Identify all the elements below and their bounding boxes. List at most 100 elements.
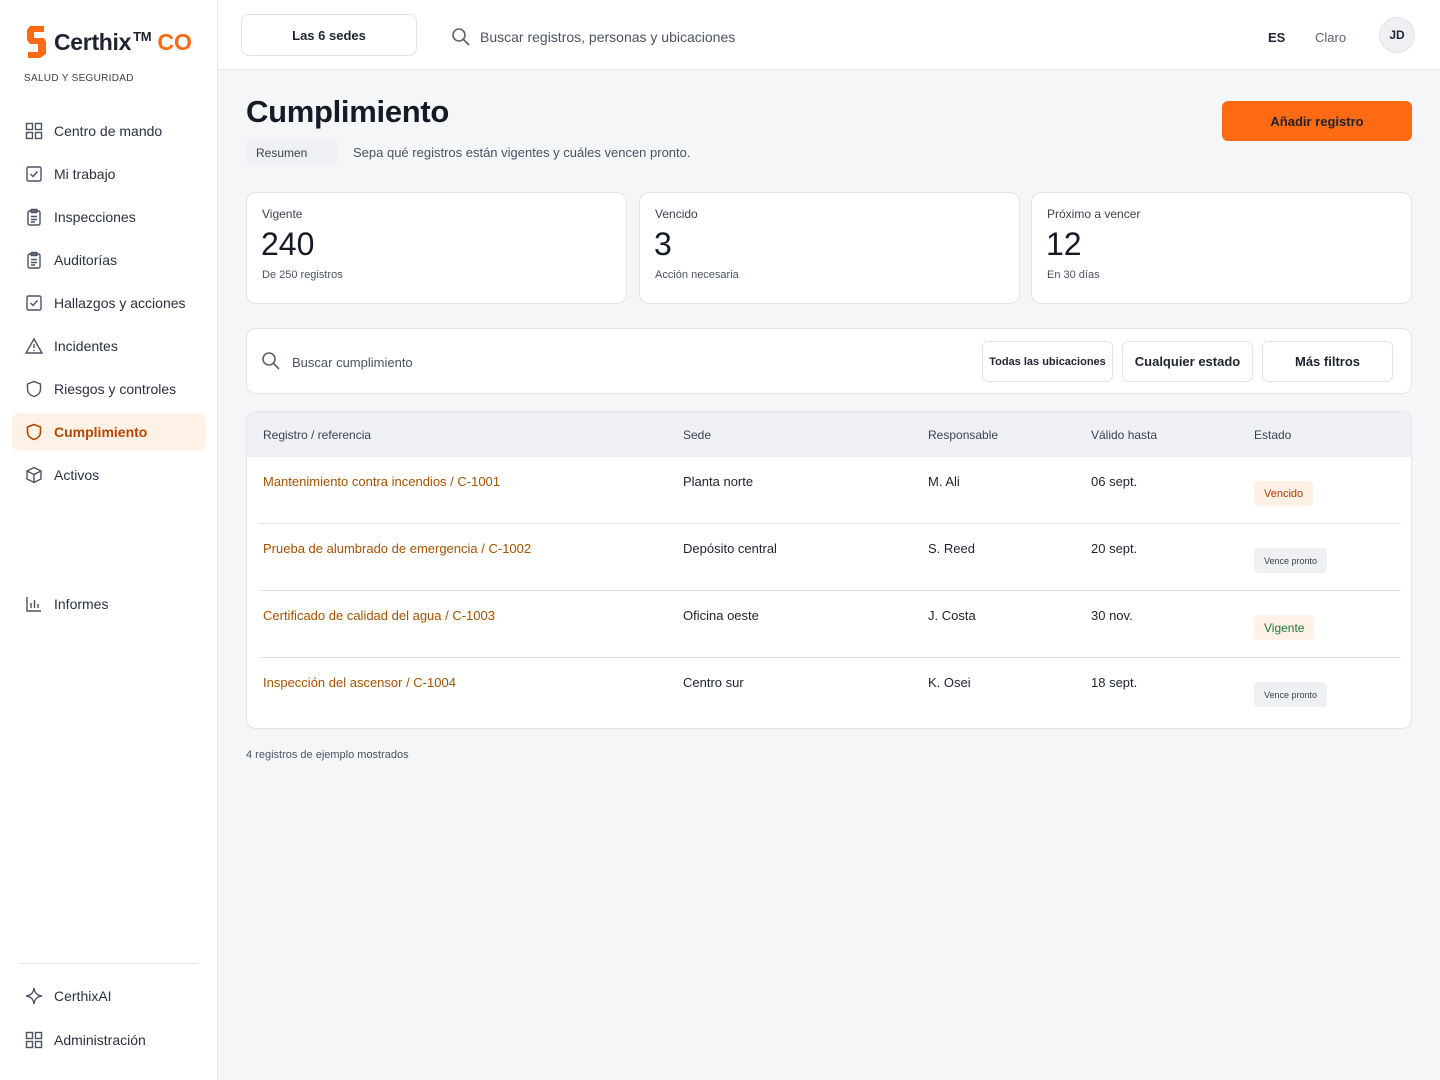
grid-icon [24, 1030, 44, 1050]
sidebar-item-mi-trabajo[interactable]: Mi trabajo [12, 155, 206, 193]
add-record-button[interactable]: Añadir registro [1222, 101, 1412, 141]
shield-icon [24, 379, 44, 399]
status-badge: Vence pronto [1254, 548, 1328, 573]
valid-until-cell: 06 sept. [1091, 474, 1138, 489]
sidebar-item-label: Riesgos y controles [54, 381, 177, 397]
stat-label: Vencido [655, 207, 698, 221]
site-selector-button[interactable]: Las 6 sedes [241, 14, 417, 56]
table-row[interactable]: Certificado de calidad del agua / C-1003… [247, 591, 1411, 658]
checkbox-icon [24, 293, 44, 313]
search-icon [451, 27, 471, 47]
shield-icon [24, 422, 44, 442]
sidebar-item-label: Informes [54, 596, 109, 612]
tab-resumen[interactable]: Resumen [246, 140, 338, 165]
brand-name: Certhix TM [54, 28, 152, 55]
table-row[interactable]: Prueba de alumbrado de emergencia / C-10… [247, 524, 1411, 591]
sidebar-item-inspecciones[interactable]: Inspecciones [12, 198, 206, 236]
search-icon [261, 351, 281, 371]
stat-label: Próximo a vencer [1047, 207, 1141, 221]
theme-toggle[interactable]: Claro [1315, 30, 1347, 45]
record-reference-link[interactable]: Prueba de alumbrado de emergencia / C-10… [263, 541, 532, 556]
sidebar-item-certhixai[interactable]: CerthixAI [12, 977, 206, 1015]
stat-value: 3 [654, 226, 672, 262]
sidebar-item-cumplimiento[interactable]: Cumplimiento [12, 413, 206, 451]
status-badge: Vigente [1254, 615, 1315, 640]
sidebar-item-label: Cumplimiento [54, 424, 148, 440]
locations-filter-button[interactable]: Todas las ubicaciones [982, 341, 1113, 382]
owner-cell: S. Reed [928, 541, 975, 556]
status-badge: Vencido [1254, 481, 1314, 506]
page-title: Cumplimiento [246, 94, 450, 129]
owner-cell: M. Ali [928, 474, 960, 489]
table-row[interactable]: Mantenimiento contra incendios / C-1001 … [247, 457, 1411, 524]
sidebar-divider [20, 963, 198, 964]
stat-value: 12 [1046, 226, 1082, 262]
sidebar: Certhix TM CO SALUD Y SEGURIDAD Centro de… [0, 0, 218, 1080]
sidebar-item-label: Mi trabajo [54, 166, 116, 182]
sidebar-item-auditorias[interactable]: Auditorías [12, 241, 206, 279]
brand-logo[interactable]: Certhix TM CO [24, 24, 192, 60]
sidebar-item-centro-de-mando[interactable]: Centro de mando [12, 112, 206, 150]
sidebar-item-label: Auditorías [54, 252, 118, 268]
sidebar-item-administracion[interactable]: Administración [12, 1021, 206, 1059]
stat-note: De 250 registros [262, 269, 343, 281]
certhix-logo-icon [24, 24, 50, 60]
status-filter-button[interactable]: Cualquier estado [1122, 341, 1253, 382]
stat-label: Vigente [262, 207, 303, 221]
warning-icon [24, 336, 44, 356]
record-reference-link[interactable]: Certificado de calidad del agua / C-1003 [263, 608, 495, 623]
sidebar-item-incidentes[interactable]: Incidentes [12, 327, 206, 365]
sidebar-item-riesgos-y-controles[interactable]: Riesgos y controles [12, 370, 206, 408]
record-reference-link[interactable]: Inspección del ascensor / C-1004 [263, 675, 456, 690]
sidebar-item-label: Centro de mando [54, 123, 163, 139]
brand-trademark: TM [133, 28, 152, 44]
clipboard-icon [24, 207, 44, 227]
record-reference-link[interactable]: Mantenimiento contra incendios / C-1001 [263, 474, 501, 489]
compliance-table: Registro / referencia Sede Responsable V… [246, 411, 1412, 729]
table-footnote: 4 registros de ejemplo mostrados [246, 749, 409, 761]
site-cell: Depósito central [683, 541, 777, 556]
column-header-valido-hasta: Válido hasta [1091, 428, 1158, 442]
stat-note: Acción necesaria [655, 269, 739, 281]
sidebar-item-label: Administración [54, 1032, 146, 1048]
valid-until-cell: 20 sept. [1091, 541, 1138, 556]
owner-cell: J. Costa [928, 608, 976, 623]
column-header-registro: Registro / referencia [263, 428, 372, 442]
status-badge: Vence pronto [1254, 682, 1328, 707]
stat-value: 240 [261, 226, 315, 262]
site-cell: Planta norte [683, 474, 754, 489]
filter-bar: Todas las ubicaciones Cualquier estado M… [246, 328, 1412, 394]
table-row[interactable]: Inspección del ascensor / C-1004 Centro … [247, 658, 1411, 725]
language-toggle[interactable]: ES [1268, 30, 1286, 45]
stat-card-proximo-a-vencer: Próximo a vencer 12 En 30 días [1031, 192, 1412, 304]
brand-country: CO [157, 28, 192, 55]
cube-icon [24, 465, 44, 485]
more-filters-button[interactable]: Más filtros [1262, 341, 1393, 382]
avatar[interactable]: JD [1379, 17, 1415, 53]
global-search-input[interactable] [480, 22, 1000, 52]
sidebar-item-label: Inspecciones [54, 209, 136, 225]
bar-chart-icon [24, 594, 44, 614]
column-header-responsable: Responsable [928, 428, 999, 442]
brand-subtitle: SALUD Y SEGURIDAD [24, 73, 134, 84]
sidebar-item-label: Activos [54, 467, 100, 483]
stat-card-vigente: Vigente 240 De 250 registros [246, 192, 627, 304]
sidebar-item-hallazgos-y-acciones[interactable]: Hallazgos y acciones [12, 284, 206, 322]
topbar: Las 6 sedes ES Claro JD [218, 0, 1440, 70]
valid-until-cell: 30 nov. [1091, 608, 1133, 623]
sidebar-item-activos[interactable]: Activos [12, 456, 206, 494]
column-header-sede: Sede [683, 428, 712, 442]
sparkle-icon [24, 986, 44, 1006]
owner-cell: K. Osei [928, 675, 971, 690]
compliance-search-input[interactable] [292, 348, 892, 376]
site-cell: Oficina oeste [683, 608, 759, 623]
sidebar-item-label: CerthixAI [54, 988, 112, 1004]
clipboard-icon [24, 250, 44, 270]
row-divider [259, 590, 1401, 591]
sidebar-item-label: Hallazgos y acciones [54, 295, 186, 311]
page-subtitle: Sepa qué registros están vigentes y cuál… [353, 145, 691, 160]
sidebar-item-label: Incidentes [54, 338, 118, 354]
sidebar-item-informes[interactable]: Informes [12, 585, 206, 623]
row-divider [259, 657, 1401, 658]
stat-card-vencido: Vencido 3 Acción necesaria [639, 192, 1020, 304]
